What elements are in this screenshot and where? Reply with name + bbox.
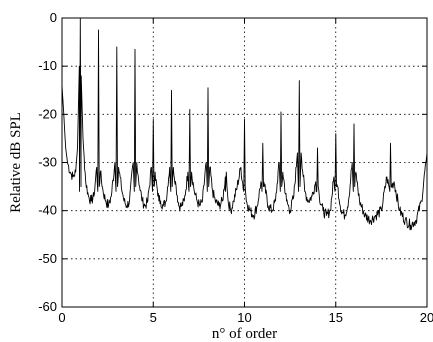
x-tick-label: 0	[58, 310, 65, 325]
x-tick-label: 20	[420, 310, 433, 325]
y-tick-label: -20	[38, 106, 57, 121]
x-tick-label: 5	[150, 310, 157, 325]
y-axis-label: Relative dB SPL	[8, 112, 24, 213]
x-tick-label: 15	[329, 310, 343, 325]
y-tick-label: -10	[38, 58, 57, 73]
spectrum-line	[61, 17, 428, 231]
x-axis-label: n° of order	[212, 326, 277, 342]
series-layer	[61, 17, 428, 231]
ticks: 0 5 10 15 20 0 -10 -20 -30 -40 -50 -60	[38, 10, 433, 325]
x-tick-label: 10	[237, 310, 251, 325]
y-tick-label: 0	[50, 10, 57, 25]
y-tick-label: -30	[38, 155, 57, 170]
y-tick-label: -60	[38, 299, 57, 314]
y-tick-label: -50	[38, 251, 57, 266]
y-tick-label: -40	[38, 203, 57, 218]
